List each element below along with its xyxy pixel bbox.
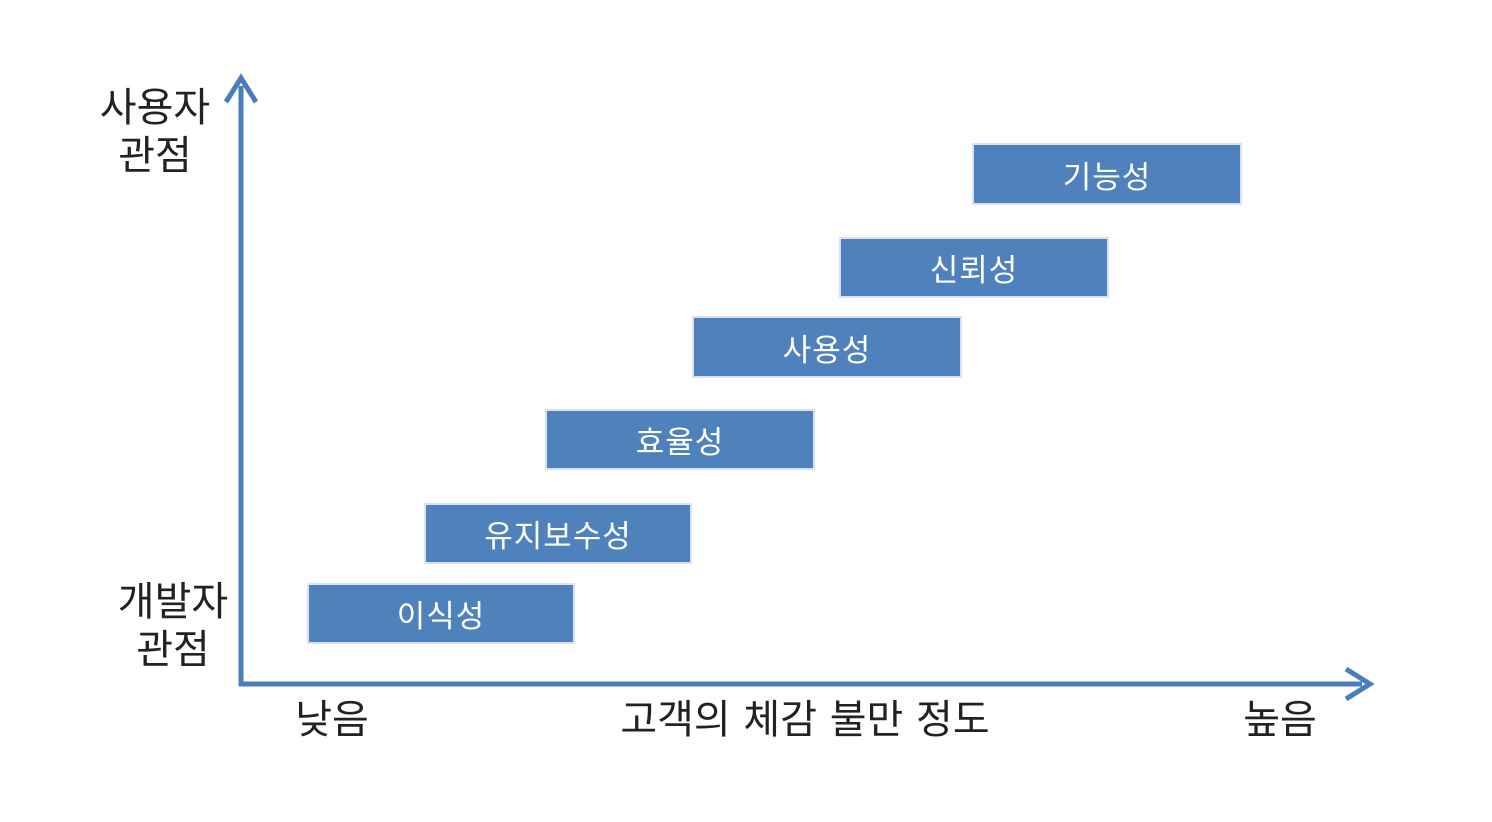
bar-functionality: 기능성 [972,143,1242,205]
x-axis-low-label: 낮음 [295,697,369,743]
bar-usability: 사용성 [692,316,962,378]
y-axis-arrow [223,73,259,686]
bar-label: 효율성 [635,425,725,461]
x-axis-arrow [239,666,1375,702]
y-axis-bottom-label: 개발자 관점 [98,578,248,674]
y-axis-top-label-line1: 사용자 [99,85,211,131]
bar-label: 기능성 [1062,159,1152,196]
bar-label: 이식성 [396,599,486,635]
bar-label: 신뢰성 [929,253,1019,289]
y-axis-top-label-line2: 관점 [118,133,192,179]
x-axis-high-label: 높음 [1243,697,1317,743]
bar-efficiency: 효율성 [545,409,815,470]
bar-portability: 이식성 [307,583,575,644]
bar-reliability: 신뢰성 [839,237,1109,298]
bar-label: 사용성 [782,332,872,369]
bar-label: 유지보수성 [484,519,632,555]
y-axis-bottom-label-line2: 관점 [136,627,210,673]
y-axis-top-label: 사용자 관점 [80,84,230,180]
bar-maintainability: 유지보수성 [424,503,692,564]
y-axis-bottom-label-line1: 개발자 [117,579,229,625]
x-axis-title: 고객의 체감 불만 정도 [620,697,990,743]
